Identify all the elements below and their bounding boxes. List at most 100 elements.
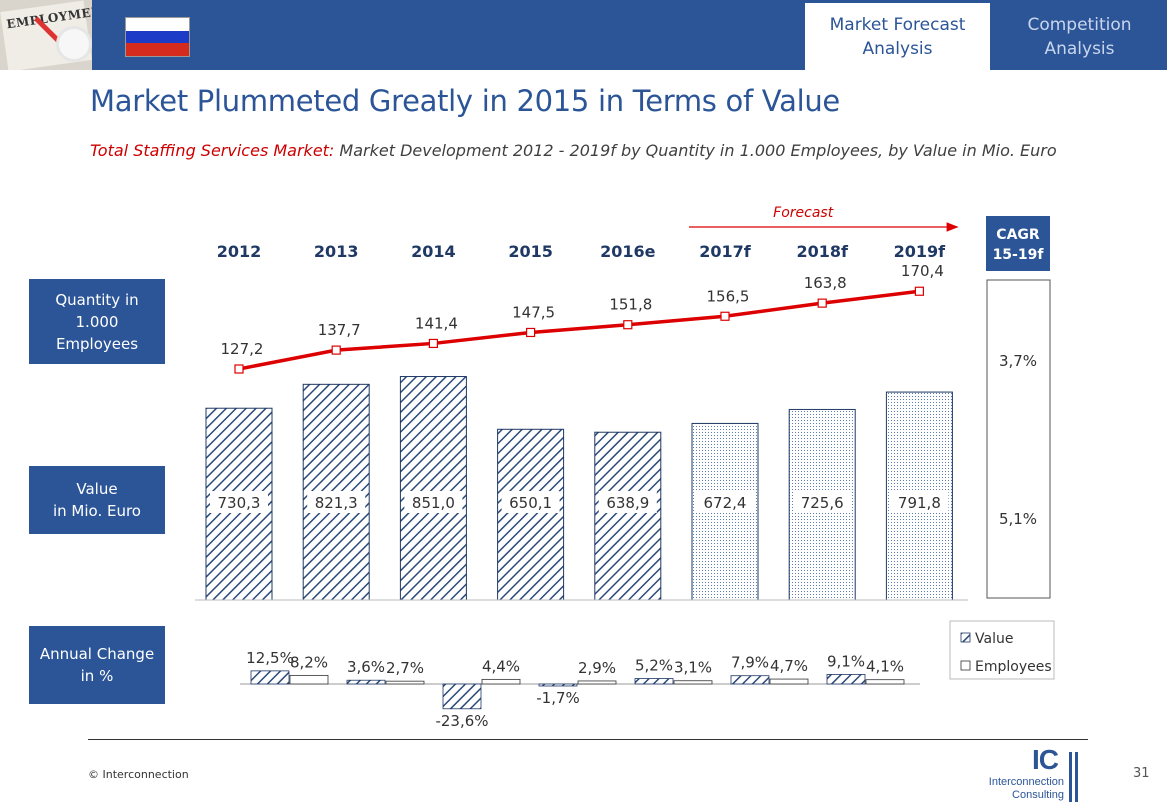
value-label: 650,1 [509, 494, 552, 512]
employees-label: 141,4 [415, 314, 458, 332]
logo-bar [1069, 752, 1072, 802]
year-label: 2013 [314, 242, 359, 261]
value-label-bg [598, 491, 657, 513]
employment-newspaper-image: EMPLOYMENT [0, 0, 92, 70]
value-label: 821,3 [315, 494, 358, 512]
change-value-bar [730, 675, 770, 685]
footer-divider [88, 739, 1088, 740]
employees-label: 147,5 [512, 303, 555, 321]
change-value-label: 7,9% [731, 654, 769, 672]
logo-bar [1075, 752, 1078, 802]
page-number: 31 [1133, 766, 1150, 781]
employees-marker [428, 338, 438, 349]
value-label-bg [501, 491, 560, 513]
change-value-bar [250, 670, 290, 685]
cagr-title-line: 15-19f [993, 247, 1045, 263]
value-label-box: Value in Mio. Euro [29, 466, 165, 534]
change-employees-bar [673, 680, 713, 685]
change-employees-label: 2,7% [386, 659, 424, 677]
subtitle-highlight: Total Staffing Services Market: [90, 141, 335, 160]
change-employees-label: 4,4% [482, 657, 520, 675]
flag-stripe-white [126, 18, 189, 31]
value-label-bg [793, 491, 852, 513]
year-label: 2016e [600, 242, 656, 261]
change-value-label: -1,7% [536, 689, 580, 707]
logo-line-1: Interconnection [988, 776, 1064, 788]
change-employees-label: 4,7% [770, 657, 808, 675]
employees-line [238, 289, 920, 371]
logo-mark: IC [1032, 744, 1059, 775]
value-bar [594, 431, 662, 601]
employees-marker [914, 286, 925, 296]
year-label: 2017f [699, 242, 752, 261]
change-employees-bar [289, 674, 329, 685]
value-bar [399, 376, 467, 601]
year-label: 2012 [217, 242, 262, 261]
change-value-label: 5,2% [635, 657, 673, 675]
employees-marker [720, 311, 730, 321]
value-label-bg [890, 491, 949, 513]
change-value-bar [826, 674, 866, 685]
logo-line-2: Consulting [1012, 789, 1064, 801]
forecast-label: Forecast [773, 205, 834, 221]
subtitle-text: Market Development 2012 - 2019f by Quant… [334, 141, 1057, 160]
change-employees-bar [577, 680, 617, 685]
tab-market-forecast-analysis[interactable]: Market Forecast Analysis [805, 3, 990, 70]
tab-competition-analysis[interactable]: Competition Analysis [1027, 14, 1132, 59]
employees-marker [817, 298, 827, 308]
value-label-bg [307, 491, 366, 513]
change-employees-bar [769, 678, 809, 685]
page-title: Market Plummeted Greatly in 2015 in Term… [90, 84, 840, 118]
value-label: 730,3 [218, 494, 261, 512]
change-value-bar [538, 683, 578, 687]
value-bar [497, 428, 565, 601]
value-label-bg [404, 491, 463, 513]
cagr-title-line: CAGR [996, 227, 1040, 243]
value-label: 851,0 [412, 494, 455, 512]
cagr-header-box [986, 216, 1050, 271]
quantity-label-box: Quantity in 1.000 Employees [29, 279, 165, 364]
employees-marker [234, 364, 244, 374]
year-label: 2014 [411, 242, 456, 261]
year-label: 2018f [796, 242, 849, 261]
change-employees-bar [385, 680, 425, 685]
change-employees-label: 4,1% [866, 658, 904, 676]
change-value-bar [634, 678, 674, 685]
change-employees-label: 3,1% [674, 659, 712, 677]
employees-marker [623, 320, 633, 330]
market-chart: 2012 2013 2014 2015 2016e 2017f 2018f 2019f For… [195, 205, 1055, 730]
value-label-bg [696, 491, 754, 513]
change-employees-bar [481, 678, 521, 685]
page-subtitle: Total Staffing Services Market: Market D… [90, 141, 1057, 160]
employees-label: 163,8 [804, 274, 847, 292]
value-label: 672,4 [704, 494, 747, 512]
value-label-bg [210, 491, 268, 513]
interconnection-logo: IC Interconnection Consulting [982, 744, 1078, 802]
flag-stripe-red [126, 43, 189, 56]
employees-marker [331, 345, 341, 355]
year-label: 2015 [508, 242, 553, 261]
legend-employees-swatch [960, 660, 971, 671]
employees-label: 151,8 [609, 296, 652, 314]
annual-change-label-box: Annual Change in % [29, 626, 165, 704]
copyright-text: © Interconnection [88, 768, 189, 781]
legend-employees-label: Employees [975, 659, 1052, 675]
employees-label: 137,7 [318, 321, 361, 339]
change-value-bar [346, 679, 386, 685]
cagr-panel [986, 279, 1051, 599]
legend-value-label: Value [975, 631, 1013, 647]
coffee-cup-shape [56, 26, 92, 62]
employees-label: 156,5 [707, 287, 750, 305]
value-label: 791,8 [898, 494, 941, 512]
change-value-label: 12,5% [246, 649, 294, 667]
employees-marker [525, 327, 536, 338]
change-employees-label: 8,2% [290, 653, 328, 671]
change-value-label: -23,6% [435, 712, 488, 730]
change-value-label: 3,6% [347, 658, 385, 676]
cagr-value-value: 5,1% [999, 510, 1037, 528]
employees-label: 127,2 [221, 340, 264, 358]
value-label: 638,9 [606, 494, 649, 512]
change-value-label: 9,1% [827, 652, 865, 670]
year-label: 2019f [894, 242, 947, 261]
value-label: 725,6 [801, 494, 844, 512]
